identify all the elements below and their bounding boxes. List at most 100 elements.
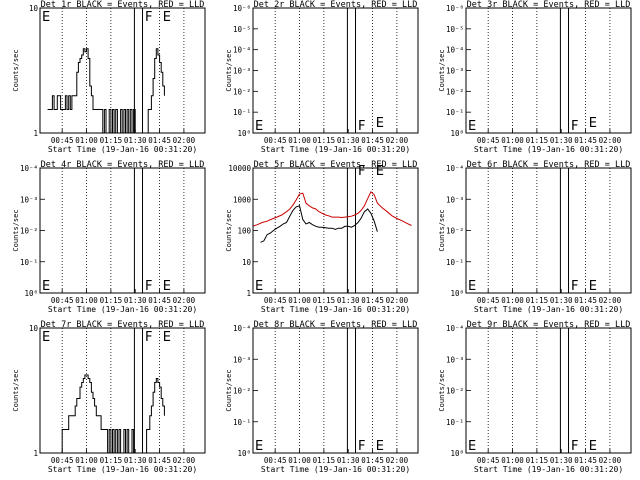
x-axis-label: Start Time (19-Jan-16 00:31:20) (474, 465, 623, 474)
y-tick-label: 10⁻⁵ (446, 25, 464, 34)
y-axis-label: Counts/sec (225, 49, 233, 91)
region-mark-0: E (255, 119, 263, 134)
y-tick-label: 10⁻¹ (20, 258, 38, 267)
x-axis-label: Start Time (19-Jan-16 00:31:20) (48, 305, 197, 314)
x-tick-label: 01:00 (75, 296, 98, 305)
x-tick-label: 01:30 (124, 456, 147, 465)
x-tick-label: 00:45 (477, 456, 500, 465)
y-tick-label: 10⁰ (237, 449, 251, 458)
x-tick-label: 01:30 (337, 136, 360, 145)
x-tick-label: 01:00 (288, 296, 311, 305)
region-mark-0: E (42, 10, 50, 25)
y-tick-label: 10⁻³ (446, 67, 464, 76)
x-tick-label: 01:30 (337, 456, 360, 465)
y-tick-label: 1 (246, 289, 251, 298)
x-tick-label: 01:00 (501, 456, 524, 465)
plot-frame (39, 7, 206, 134)
y-tick-label: 10⁻⁴ (446, 46, 464, 55)
y-tick-label: 10⁰ (450, 129, 464, 138)
x-tick-label: 01:30 (550, 456, 573, 465)
region-mark-2: E (589, 116, 597, 131)
series-events (260, 205, 378, 243)
y-tick-label: 10⁻³ (20, 195, 38, 204)
x-tick-label: 02:00 (386, 136, 409, 145)
y-tick-label: 10⁻¹ (446, 258, 464, 267)
panel-title: Det 1r BLACK = Events, RED = LLD (41, 0, 205, 10)
y-tick-label: 10⁻⁴ (446, 324, 464, 333)
y-tick-label: 10 (29, 4, 39, 13)
y-tick-label: 10⁻⁴ (446, 164, 464, 173)
x-tick-label: 01:15 (526, 296, 549, 305)
x-tick-label: 01:30 (124, 296, 147, 305)
x-tick-label: 01:00 (75, 456, 98, 465)
region-mark-0: E (468, 119, 476, 134)
x-tick-label: 02:00 (173, 296, 196, 305)
x-tick-label: 01:30 (337, 296, 360, 305)
panel-title: Det 7r BLACK = Events, RED = LLD (41, 320, 205, 330)
x-tick-label: 01:30 (550, 136, 573, 145)
y-axis-label: Counts/sec (438, 369, 446, 411)
y-tick-label: 10⁻² (233, 387, 251, 396)
plot-frame (39, 327, 206, 454)
region-mark-1: F (571, 439, 578, 454)
x-tick-label: 01:45 (148, 296, 171, 305)
y-tick-label: 10⁰ (237, 129, 251, 138)
x-tick-label: 01:45 (574, 136, 597, 145)
y-axis-label: Counts/sec (12, 369, 20, 411)
y-tick-label: 10 (242, 258, 252, 267)
y-tick-label: 10⁻⁶ (446, 4, 464, 13)
x-tick-label: 01:15 (100, 136, 123, 145)
panel-title: Det 6r BLACK = Events, RED = LLD (467, 160, 631, 170)
x-axis-label: Start Time (19-Jan-16 00:31:20) (261, 145, 410, 154)
y-tick-label: 10⁻² (446, 227, 464, 236)
x-tick-label: 01:00 (501, 136, 524, 145)
x-tick-label: 01:45 (361, 456, 384, 465)
y-tick-label: 10⁻² (446, 387, 464, 396)
y-tick-label: 10000 (228, 164, 251, 173)
y-axis-label: Counts/sec (12, 209, 20, 251)
y-tick-label: 1000 (233, 195, 252, 204)
region-mark-1: F (145, 279, 152, 294)
x-tick-label: 01:15 (526, 456, 549, 465)
x-tick-label: 00:45 (477, 136, 500, 145)
region-mark-0: E (255, 439, 263, 454)
y-axis-label: Counts/sec (225, 209, 233, 251)
x-tick-label: 02:00 (386, 296, 409, 305)
panel-title: Det 2r BLACK = Events, RED = LLD (254, 0, 418, 10)
y-tick-label: 10⁻³ (233, 67, 251, 76)
x-tick-label: 01:15 (100, 296, 123, 305)
x-axis-label: Start Time (19-Jan-16 00:31:20) (261, 305, 410, 314)
x-tick-label: 02:00 (599, 296, 622, 305)
region-mark-2: E (376, 164, 384, 179)
x-tick-label: 02:00 (173, 456, 196, 465)
x-tick-label: 01:45 (574, 456, 597, 465)
x-tick-label: 01:15 (313, 456, 336, 465)
region-mark-0: E (468, 279, 476, 294)
region-mark-2: E (163, 10, 171, 25)
y-tick-label: 10⁻² (20, 227, 38, 236)
x-tick-label: 00:45 (51, 296, 74, 305)
x-axis-label: Start Time (19-Jan-16 00:31:20) (48, 465, 197, 474)
region-mark-1: F (571, 119, 578, 134)
region-mark-1: F (358, 439, 365, 454)
region-mark-2: E (589, 279, 597, 294)
y-tick-label: 10⁻¹ (233, 418, 251, 427)
x-axis-label: Start Time (19-Jan-16 00:31:20) (474, 305, 623, 314)
x-tick-label: 00:45 (51, 136, 74, 145)
plot-frame (465, 167, 632, 294)
x-tick-label: 01:45 (361, 136, 384, 145)
y-tick-label: 1 (33, 449, 38, 458)
y-tick-label: 10⁰ (450, 449, 464, 458)
y-tick-label: 10⁻⁵ (233, 25, 251, 34)
y-axis-label: Counts/sec (438, 209, 446, 251)
region-mark-1: F (358, 164, 365, 179)
x-tick-label: 01:00 (288, 456, 311, 465)
y-tick-label: 10 (29, 324, 39, 333)
plot-frame (252, 327, 419, 454)
y-tick-label: 10⁻¹ (446, 108, 464, 117)
region-mark-1: F (145, 10, 152, 25)
